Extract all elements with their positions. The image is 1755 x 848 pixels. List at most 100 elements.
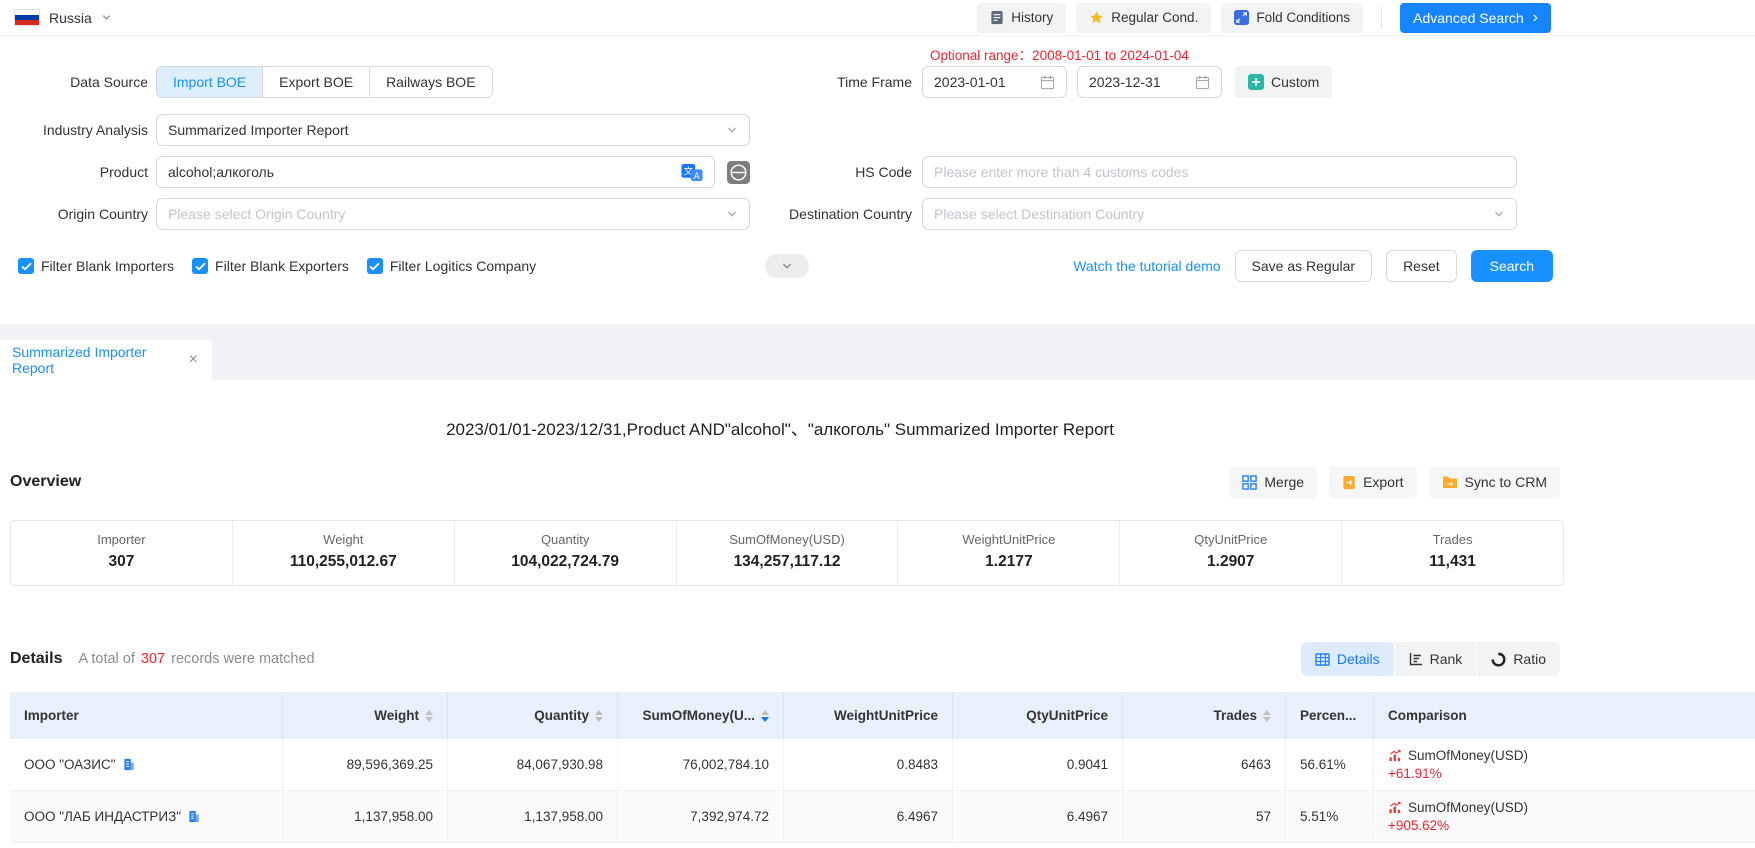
advanced-search-button[interactable]: Advanced Search › bbox=[1400, 3, 1551, 33]
tab-railways-boe[interactable]: Railways BOE bbox=[370, 67, 491, 97]
details-table: Importer Weight Quantity SumOfMoney(U...… bbox=[10, 692, 1755, 843]
form-actions: Watch the tutorial demo Save as Regular … bbox=[1073, 250, 1553, 282]
save-as-regular-button[interactable]: Save as Regular bbox=[1235, 250, 1373, 282]
industry-analysis-label: Industry Analysis bbox=[0, 122, 148, 138]
company-profile-icon[interactable] bbox=[123, 758, 135, 771]
optional-range-hint: Optional range：2008-01-01 to 2024-01-04 bbox=[930, 44, 1189, 64]
topbar-actions: History Regular Cond. Fold Conditions Ad… bbox=[977, 3, 1551, 33]
chevron-down-icon bbox=[726, 208, 738, 220]
company-profile-icon[interactable] bbox=[188, 810, 200, 823]
weight-unit-price-cell: 0.8483 bbox=[784, 739, 953, 790]
search-button[interactable]: Search bbox=[1471, 250, 1553, 282]
topbar: Russia History Regular Cond. Fold Condit… bbox=[0, 0, 1755, 36]
filters-row: Filter Blank Importers Filter Blank Expo… bbox=[0, 250, 1560, 282]
importer-name-link[interactable]: ООО "ЛАБ ИНДАСТРИЗ" bbox=[24, 809, 181, 824]
report-content: 2023/01/01-2023/12/31,Product AND"alcoho… bbox=[0, 418, 1560, 676]
arrow-right-icon: › bbox=[1533, 10, 1538, 26]
origin-country-select[interactable]: Please select Origin Country bbox=[156, 198, 750, 230]
destination-country-select[interactable]: Please select Destination Country bbox=[922, 198, 1517, 230]
folder-sync-icon bbox=[1442, 475, 1458, 489]
synonym-toggle-icon[interactable] bbox=[727, 161, 750, 184]
chevron-down-icon bbox=[1493, 208, 1505, 220]
view-ratio-button[interactable]: Ratio bbox=[1476, 642, 1560, 676]
calendar-icon[interactable] bbox=[1040, 75, 1055, 90]
tab-import-boe[interactable]: Import BOE bbox=[157, 67, 263, 97]
result-tabbar: Summarized Importer Report × bbox=[0, 324, 1755, 380]
country-selector[interactable]: Russia bbox=[14, 9, 112, 26]
col-trades[interactable]: Trades bbox=[1123, 692, 1286, 739]
collapse-form-button[interactable] bbox=[765, 254, 809, 278]
col-weight[interactable]: Weight bbox=[283, 692, 448, 739]
product-field[interactable]: 文A bbox=[156, 156, 715, 188]
sort-icon-active-desc[interactable] bbox=[761, 710, 769, 722]
comparison-cell: SumOfMoney(USD) +61.91% bbox=[1374, 739, 1755, 790]
export-icon bbox=[1342, 475, 1356, 490]
weight-unit-price-cell: 6.4967 bbox=[784, 791, 953, 842]
trend-chart-icon bbox=[1388, 749, 1402, 762]
comparison-change: +61.91% bbox=[1388, 766, 1442, 781]
sort-icon[interactable] bbox=[425, 710, 433, 722]
translate-icon[interactable]: 文A bbox=[681, 163, 703, 182]
filter-logistics-company-checkbox[interactable]: Filter Logitics Company bbox=[367, 258, 536, 274]
fold-icon bbox=[1234, 10, 1249, 25]
sum-cell: 76,002,784.10 bbox=[618, 739, 784, 790]
table-icon bbox=[1315, 653, 1330, 666]
ratio-icon bbox=[1491, 652, 1506, 667]
calendar-icon[interactable] bbox=[1195, 75, 1210, 90]
checkbox-checked-icon bbox=[18, 258, 34, 274]
close-tab-icon[interactable]: × bbox=[189, 352, 198, 368]
stat-sum-of-money: SumOfMoney(USD) 134,257,117.12 bbox=[677, 521, 899, 585]
report-title: 2023/01/01-2023/12/31,Product AND"alcoho… bbox=[0, 418, 1560, 442]
record-count: 307 bbox=[141, 651, 165, 667]
comparison-change: +905.62% bbox=[1388, 818, 1449, 833]
custom-icon bbox=[1248, 74, 1264, 90]
export-button[interactable]: Export bbox=[1329, 466, 1416, 498]
sort-icon[interactable] bbox=[1263, 710, 1271, 722]
sum-cell: 7,392,974.72 bbox=[618, 791, 784, 842]
view-details-button[interactable]: Details bbox=[1301, 642, 1394, 676]
col-comparison: Comparison bbox=[1374, 692, 1755, 739]
view-switcher: Details Rank Ratio bbox=[1301, 642, 1560, 676]
overview-header: Overview Merge Export Sync to CRM bbox=[0, 458, 1560, 506]
hs-code-field[interactable] bbox=[922, 156, 1517, 188]
time-frame-label: Time Frame bbox=[750, 74, 912, 90]
stat-importer: Importer 307 bbox=[11, 521, 233, 585]
hs-code-input[interactable] bbox=[934, 164, 1505, 180]
date-to-field[interactable] bbox=[1077, 66, 1222, 98]
tutorial-demo-link[interactable]: Watch the tutorial demo bbox=[1073, 258, 1220, 274]
merge-icon bbox=[1242, 475, 1257, 490]
divider bbox=[1381, 7, 1382, 29]
industry-analysis-select[interactable]: Summarized Importer Report bbox=[156, 114, 750, 146]
regular-cond-button[interactable]: Regular Cond. bbox=[1076, 3, 1211, 33]
quantity-cell: 1,137,958.00 bbox=[448, 791, 618, 842]
view-rank-button[interactable]: Rank bbox=[1394, 642, 1477, 676]
sync-to-crm-button[interactable]: Sync to CRM bbox=[1429, 466, 1560, 498]
tab-export-boe[interactable]: Export BOE bbox=[263, 67, 370, 97]
details-header: Details A total of 307 records were matc… bbox=[0, 642, 1560, 676]
checkbox-checked-icon bbox=[192, 258, 208, 274]
rank-icon bbox=[1409, 652, 1423, 666]
date-from-field[interactable] bbox=[922, 66, 1067, 98]
merge-button[interactable]: Merge bbox=[1229, 466, 1317, 498]
stat-trades: Trades 11,431 bbox=[1342, 521, 1563, 585]
date-to-input[interactable] bbox=[1089, 74, 1185, 90]
checkbox-checked-icon bbox=[367, 258, 383, 274]
product-input[interactable] bbox=[168, 164, 681, 180]
filter-blank-exporters-checkbox[interactable]: Filter Blank Exporters bbox=[192, 258, 349, 274]
history-icon bbox=[990, 10, 1004, 25]
col-sum-of-money[interactable]: SumOfMoney(U... bbox=[618, 692, 784, 739]
importer-name-link[interactable]: ООО "ОАЗИС" bbox=[24, 757, 116, 772]
custom-range-button[interactable]: Custom bbox=[1235, 66, 1332, 98]
qty-unit-price-cell: 0.9041 bbox=[953, 739, 1123, 790]
fold-conditions-button[interactable]: Fold Conditions bbox=[1221, 3, 1363, 33]
hs-code-label: HS Code bbox=[750, 164, 912, 180]
history-button[interactable]: History bbox=[977, 3, 1066, 33]
date-from-input[interactable] bbox=[934, 74, 1030, 90]
col-quantity[interactable]: Quantity bbox=[448, 692, 618, 739]
stat-weight: Weight 110,255,012.67 bbox=[233, 521, 455, 585]
sort-icon[interactable] bbox=[595, 710, 603, 722]
filter-blank-importers-checkbox[interactable]: Filter Blank Importers bbox=[18, 258, 174, 274]
overview-actions: Merge Export Sync to CRM bbox=[1229, 466, 1560, 498]
reset-button[interactable]: Reset bbox=[1386, 250, 1457, 282]
tab-summarized-importer-report[interactable]: Summarized Importer Report × bbox=[0, 340, 212, 380]
